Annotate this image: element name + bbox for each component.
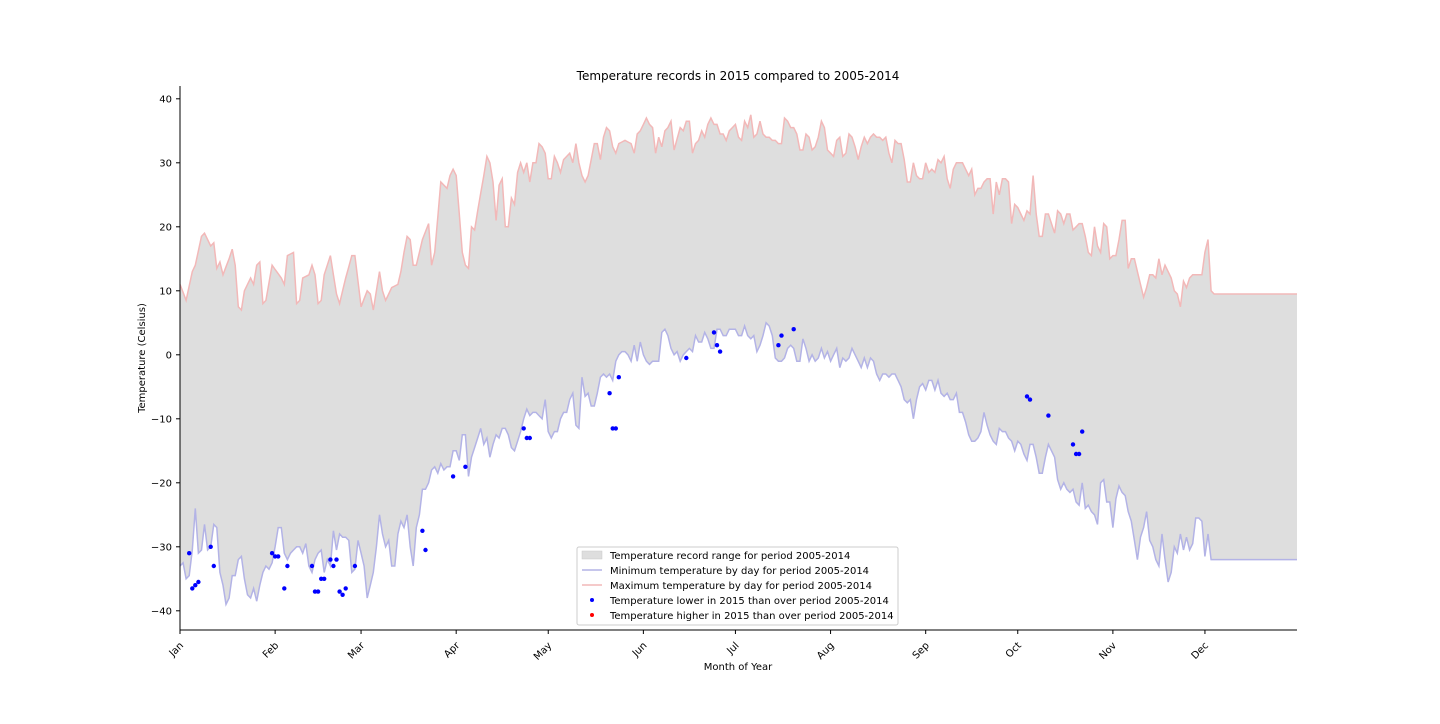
y-tick-label: −40 — [151, 606, 172, 617]
legend-label-max: Maximum temperature by day for period 20… — [610, 581, 872, 592]
lower-2015-point — [337, 589, 342, 594]
legend-label-range: Temperature record range for period 2005… — [609, 551, 850, 562]
legend-swatch-lower — [590, 598, 594, 602]
plot-area — [179, 114, 1297, 607]
legend-label-min: Minimum temperature by day for period 20… — [610, 566, 869, 577]
lower-2015-point — [312, 589, 318, 594]
lower-2015-point — [343, 586, 348, 591]
lower-2015-point — [187, 551, 192, 556]
lower-2015-point — [1046, 413, 1051, 418]
lower-2015-point — [272, 554, 278, 559]
lower-2015-point — [269, 551, 275, 556]
y-tick-label: 0 — [166, 350, 172, 361]
lower-2015-point — [322, 576, 327, 581]
lower-2015-point — [276, 554, 281, 559]
lower-2015-point — [684, 355, 689, 361]
lower-2015-point — [352, 563, 358, 569]
y-axis-ticks: 40 30 20 10 0 −10 −20 −30 −40 — [151, 94, 180, 617]
x-tick-label: Jul — [725, 640, 742, 657]
lower-2015-point — [340, 592, 345, 597]
y-tick-label: −20 — [151, 478, 172, 489]
lower-2015-points — [187, 327, 1085, 597]
lower-2015-point — [463, 464, 468, 469]
lower-2015-point — [315, 589, 321, 594]
record-range-band — [180, 114, 1297, 605]
lower-2015-point — [610, 426, 615, 431]
lower-2015-point — [282, 586, 287, 591]
y-tick-label: 40 — [159, 94, 172, 105]
lower-2015-point — [779, 333, 784, 338]
x-tick-label: May — [532, 640, 554, 662]
lower-2015-point — [208, 544, 213, 549]
lower-2015-point — [1024, 394, 1030, 399]
lower-2015-point — [423, 547, 428, 553]
x-tick-label: Mar — [346, 640, 368, 662]
lower-2015-point — [285, 563, 290, 569]
chart-title: Temperature records in 2015 compared to … — [576, 69, 900, 83]
lower-2015-point — [190, 586, 195, 591]
y-tick-label: 10 — [159, 286, 172, 297]
y-tick-label: 30 — [159, 158, 172, 169]
y-axis-label: Temperature (Celsius) — [137, 303, 148, 414]
lower-2015-point — [193, 583, 198, 588]
y-tick-label: −30 — [151, 542, 172, 553]
lower-2015-point — [527, 435, 532, 441]
legend-label-higher: Temperature higher in 2015 than over per… — [609, 611, 894, 622]
lower-2015-point — [196, 579, 201, 585]
legend-swatch-higher — [590, 613, 594, 617]
lower-2015-point — [420, 528, 425, 533]
x-tick-label: Oct — [1004, 640, 1024, 660]
x-tick-label: Jan — [167, 640, 186, 659]
lower-2015-point — [334, 557, 339, 562]
x-tick-label: Feb — [261, 640, 281, 660]
lower-2015-point — [607, 391, 612, 396]
lower-2015-point — [1027, 397, 1033, 402]
lower-2015-point — [521, 426, 526, 431]
lower-2015-point — [450, 474, 456, 479]
lower-2015-point — [717, 349, 723, 354]
legend: Temperature record range for period 2005… — [576, 546, 899, 626]
legend-label-lower: Temperature lower in 2015 than over peri… — [609, 596, 889, 607]
lower-2015-point — [331, 563, 336, 569]
x-axis-label: Month of Year — [704, 662, 773, 673]
legend-swatch-range — [581, 550, 603, 560]
legend-box — [576, 546, 899, 626]
lower-2015-point — [714, 343, 720, 348]
x-tick-label: Apr — [442, 640, 463, 661]
lower-2015-point — [309, 563, 315, 569]
x-tick-label: Jun — [630, 640, 650, 660]
lower-2015-point — [613, 426, 618, 431]
lower-2015-point — [211, 563, 216, 569]
y-tick-label: 20 — [159, 222, 172, 233]
lower-2015-point — [1070, 442, 1076, 447]
max-temperature-line — [179, 114, 1297, 312]
lower-2015-point — [1080, 429, 1085, 434]
x-tick-label: Nov — [1097, 640, 1119, 662]
lower-2015-point — [791, 327, 796, 332]
x-tick-label: Aug — [815, 640, 837, 662]
lower-2015-point — [616, 375, 621, 380]
x-axis-ticks: Jan Feb Mar Apr May Jun Jul Aug Sep Oct Nov Dec — [167, 630, 1211, 663]
x-tick-label: Sep — [911, 640, 932, 661]
lower-2015-point — [711, 330, 717, 335]
min-temperature-line — [179, 321, 1297, 607]
lower-2015-point — [1076, 451, 1082, 457]
x-tick-label: Dec — [1190, 640, 1211, 661]
y-tick-label: −10 — [151, 414, 172, 425]
lower-2015-point — [328, 557, 333, 562]
lower-2015-point — [776, 343, 781, 348]
